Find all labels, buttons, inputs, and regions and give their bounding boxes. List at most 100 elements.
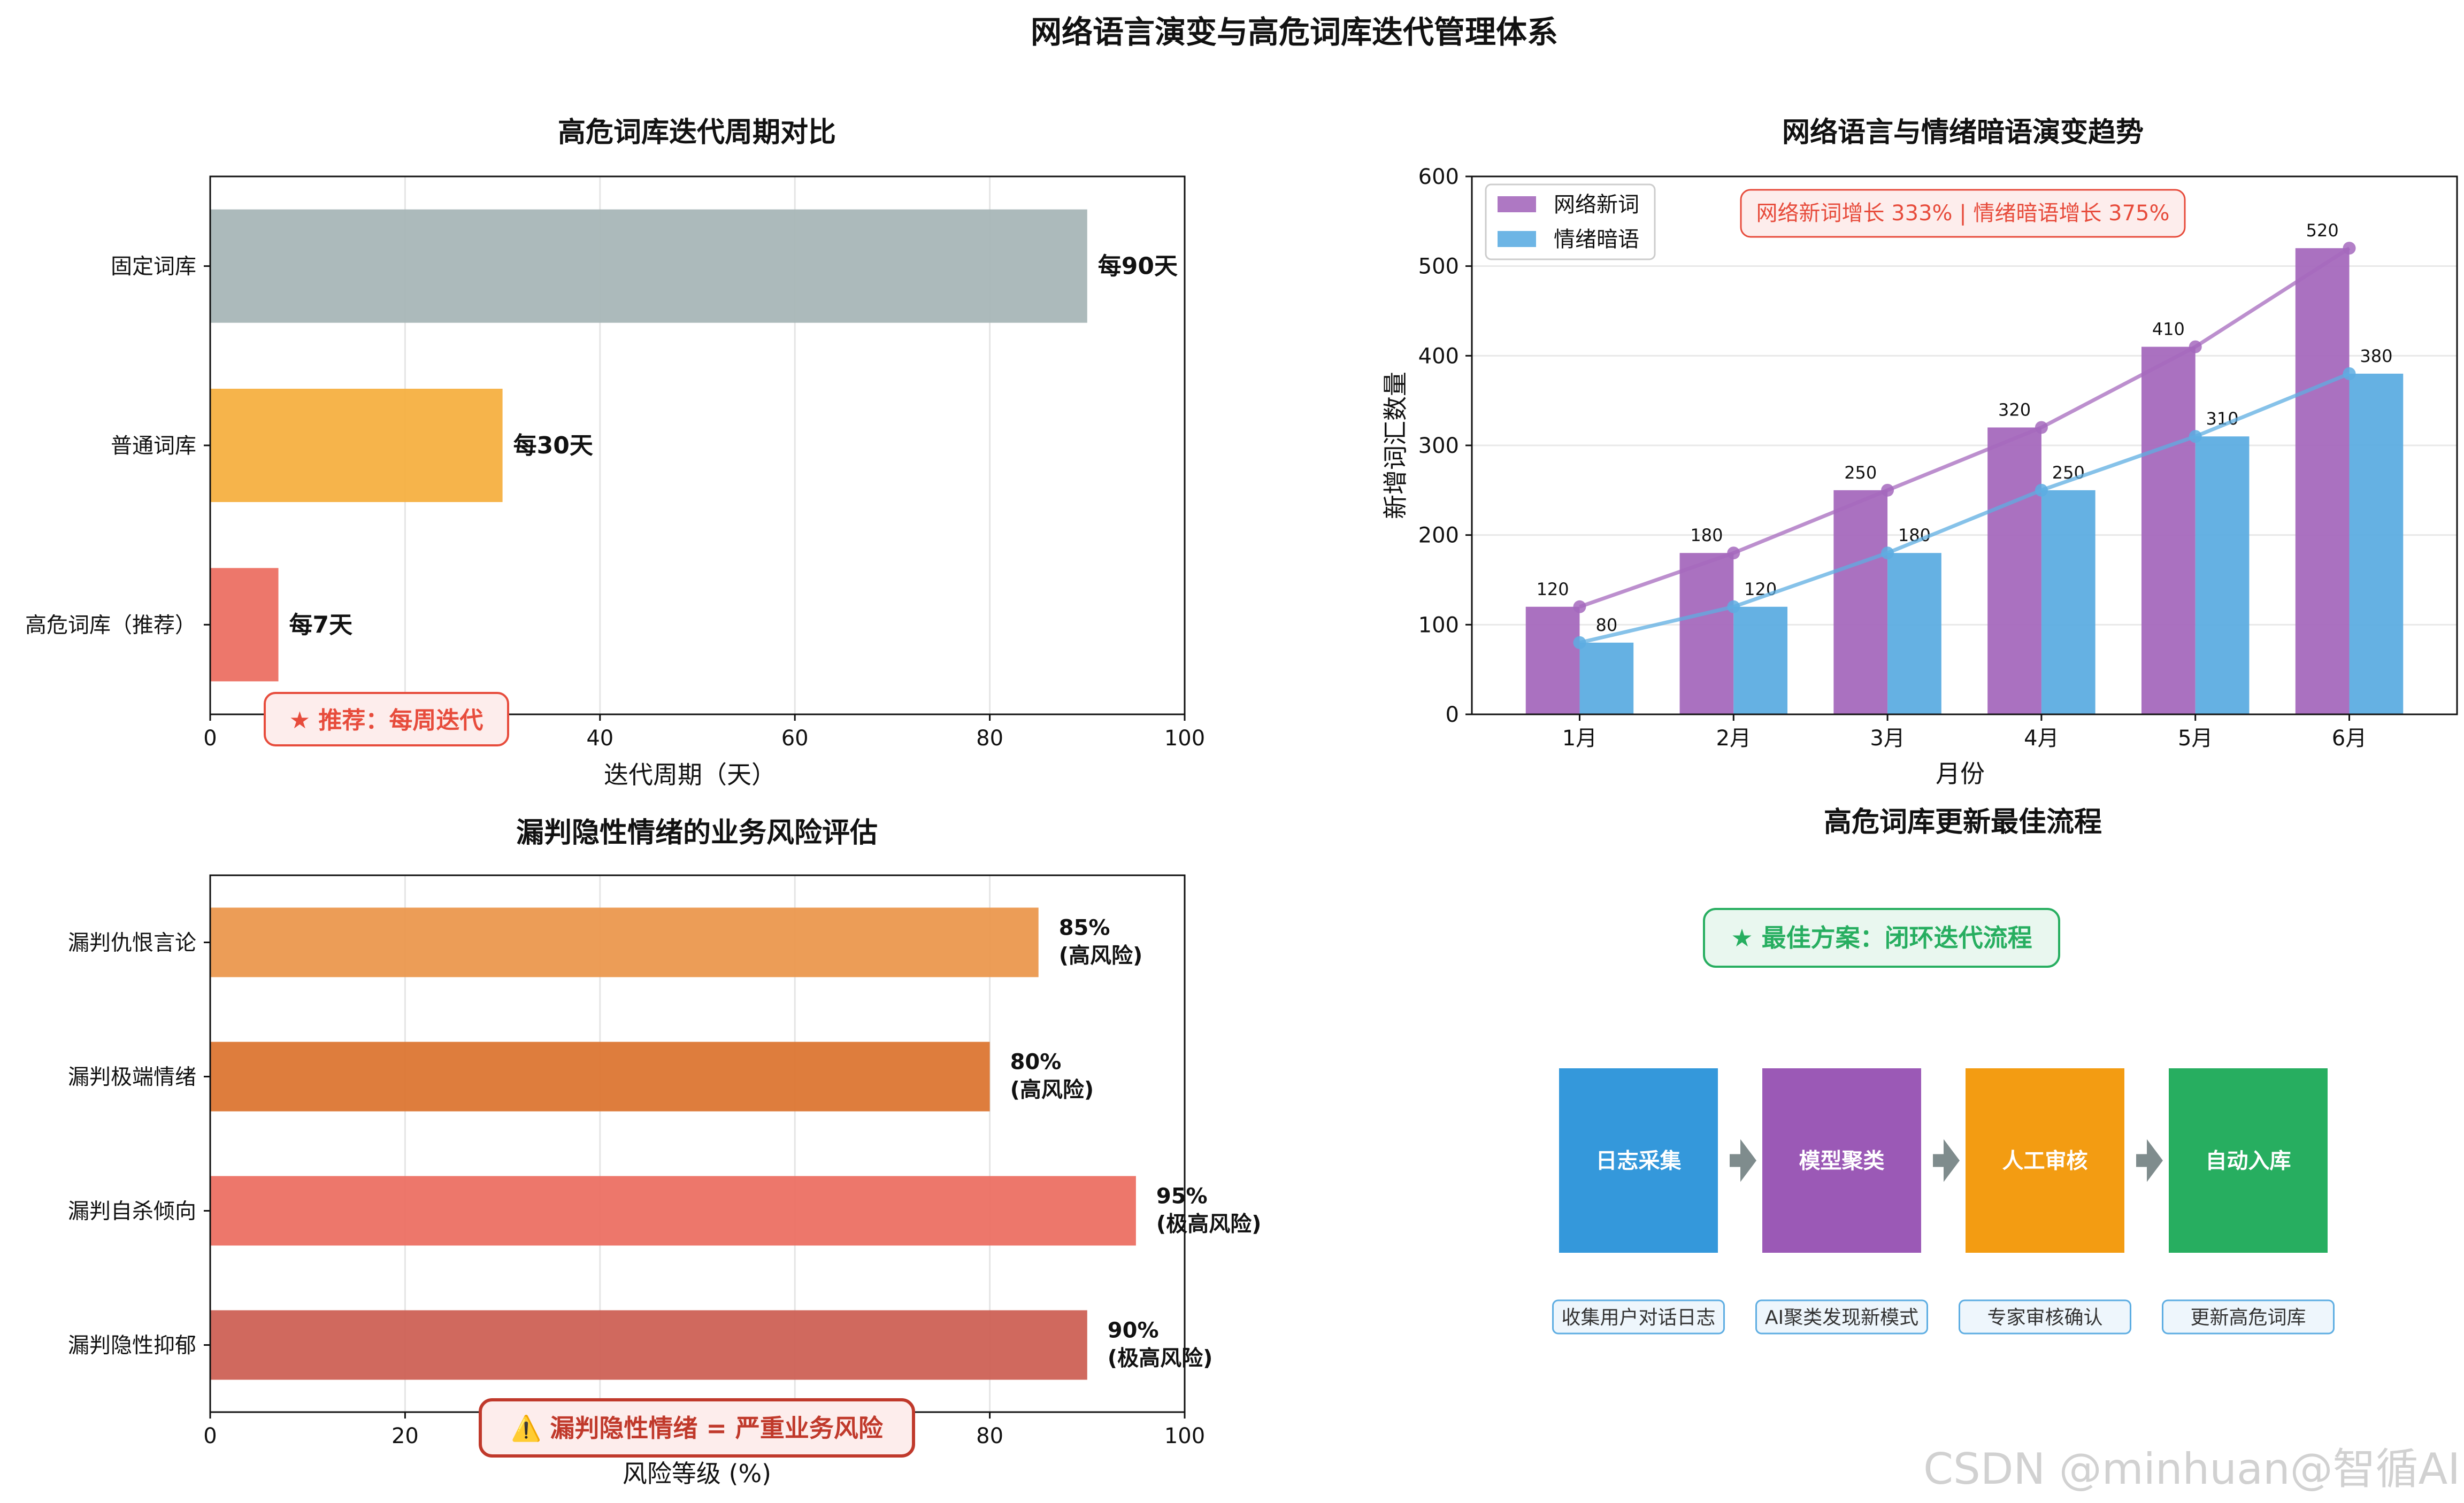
bar-emotion-slang [1887, 553, 1941, 714]
y-tick-label: 漏判仇恨言论 [68, 931, 196, 955]
iteration-cycle-title: 高危词库迭代周期对比 [558, 117, 836, 149]
x-tick-label: 100 [1164, 1424, 1205, 1448]
x-tick-label: 1月 [1562, 726, 1597, 751]
x-tick-label: 6月 [2332, 726, 2367, 751]
y-tick-label: 600 [1418, 165, 1459, 189]
y-tick-label: 普通词库 [111, 434, 196, 458]
y-tick-label: 漏判隐性抑郁 [68, 1334, 196, 1358]
flow-step-label: 人工审核 [2002, 1149, 2088, 1174]
bar-value-label: 320 [1998, 399, 2031, 420]
bar-new-words [2295, 248, 2350, 715]
y-tick-label: 0 [1446, 703, 1459, 727]
data-label-risk: (极高风险) [1156, 1212, 1262, 1237]
x-tick-label: 20 [392, 1424, 419, 1448]
bar-emotion-slang [2195, 436, 2250, 714]
bar [210, 568, 279, 682]
flow-step-desc: 专家审核确认 [1987, 1307, 2102, 1329]
bar-value-label: 520 [2306, 220, 2339, 241]
legend-swatch-emotion-slang [1498, 231, 1536, 247]
data-label: 每7天 [289, 611, 353, 638]
flow-step-box [2169, 1068, 2328, 1253]
data-label: 每90天 [1098, 253, 1178, 280]
bar-emotion-slang [1733, 606, 1788, 714]
trend-point [2343, 367, 2356, 380]
growth-annotation-text: 网络新词增长 333% | 情绪暗语增长 375% [1756, 201, 2169, 226]
data-label: 80% [1010, 1050, 1062, 1075]
y-tick-label: 固定词库 [111, 255, 196, 279]
flow-step-box [1966, 1068, 2124, 1253]
bar-value-label: 120 [1537, 579, 1569, 599]
y-tick-label: 高危词库（推荐） [25, 613, 196, 637]
data-label: 95% [1156, 1184, 1208, 1209]
watermark: CSDN @minhuan@智循AI [1923, 1444, 2460, 1494]
trend-point [2035, 483, 2048, 497]
bar [210, 907, 1039, 977]
data-label-risk: (高风险) [1059, 944, 1143, 968]
trend-point [2189, 430, 2202, 443]
bar-new-words [1833, 490, 1888, 714]
trend-point [2189, 340, 2202, 353]
trend-point [1727, 546, 1740, 560]
x-tick-label: 100 [1164, 726, 1205, 751]
flow-arrow-icon [1944, 1139, 1960, 1182]
y-tick-label: 300 [1418, 434, 1459, 458]
flow-step-desc: 更新高危词库 [2190, 1307, 2306, 1329]
trend-legend: 网络新词 情绪暗语 [1485, 183, 1656, 260]
y-tick-label: 400 [1418, 344, 1459, 368]
bar-new-words [2141, 346, 2196, 714]
data-label-risk: (高风险) [1010, 1078, 1094, 1103]
bar-value-label: 80 [1595, 615, 1617, 635]
flow-step-label: 自动入库 [2206, 1149, 2291, 1174]
x-tick-label: 40 [586, 726, 613, 751]
legend-label-new-words: 网络新词 [1554, 192, 1639, 217]
bar-value-label: 410 [2152, 319, 2185, 340]
bar [210, 209, 1087, 323]
x-tick-label: 2月 [1716, 726, 1751, 751]
recommend-annotation: ★ 推荐：每周迭代 [264, 692, 509, 746]
x-tick-label: 0 [203, 726, 217, 751]
y-tick-label: 漏判极端情绪 [68, 1065, 196, 1090]
flow-step-desc-box [1755, 1299, 1928, 1335]
bar [210, 1042, 990, 1112]
bar-emotion-slang [2349, 373, 2404, 714]
x-tick-label: 80 [976, 1424, 1003, 1448]
language-trend-ylabel: 新增词汇数量 [1381, 372, 1410, 519]
bar-value-label: 180 [1690, 525, 1723, 545]
x-tick-label: 5月 [2178, 726, 2213, 751]
bar-emotion-slang [1579, 642, 1634, 714]
data-label: 85% [1059, 916, 1110, 941]
flow-step-desc-box [1552, 1299, 1725, 1335]
data-label: 每30天 [513, 432, 593, 459]
iteration-cycle-xlabel: 迭代周期（天） [604, 760, 776, 789]
x-tick-label: 4月 [2024, 726, 2059, 751]
trend-point [1881, 483, 1894, 497]
trend-point [2343, 242, 2356, 255]
bar-new-words [1679, 553, 1734, 714]
risk-assessment-chart: 漏判隐性情绪的业务风险评估 85% (高风险) 80% (高风险) 95% (极高风险) 9… [68, 817, 1261, 1488]
trend-line-new-words [1579, 246, 2351, 609]
trend-point [1727, 600, 1740, 613]
best-solution-badge: ★ 最佳方案：闭环迭代流程 [1703, 908, 2060, 968]
y-tick-label: 漏判自杀倾向 [68, 1199, 196, 1224]
flow-arrow-icon [2147, 1139, 2163, 1182]
flow-step-box [1559, 1068, 1718, 1253]
flow-step-desc-box [2162, 1299, 2335, 1335]
bar-value-label: 380 [2360, 346, 2392, 366]
x-tick-label: 3月 [1870, 726, 1905, 751]
flow-step-box [1762, 1068, 1921, 1253]
trend-point [2035, 421, 2048, 434]
trend-line-emotion-slang [1579, 372, 2350, 645]
recommend-annotation-text: ★ 推荐：每周迭代 [289, 707, 483, 734]
flow-arrow-shaft [2136, 1154, 2147, 1167]
legend-label-emotion-slang: 情绪暗语 [1554, 227, 1639, 252]
growth-annotation: 网络新词增长 333% | 情绪暗语增长 375% [1740, 189, 2186, 238]
x-tick-label: 0 [203, 1424, 217, 1448]
flow-step-desc: AI聚类发现新模式 [1765, 1307, 1918, 1329]
trend-point [1881, 546, 1894, 560]
flow-step-label: 模型聚类 [1799, 1149, 1885, 1174]
trend-point [1573, 636, 1586, 649]
risk-warning-annotation: ⚠️ 漏判隐性情绪 = 严重业务风险 [479, 1398, 915, 1458]
bar-emotion-slang [2041, 490, 2095, 714]
